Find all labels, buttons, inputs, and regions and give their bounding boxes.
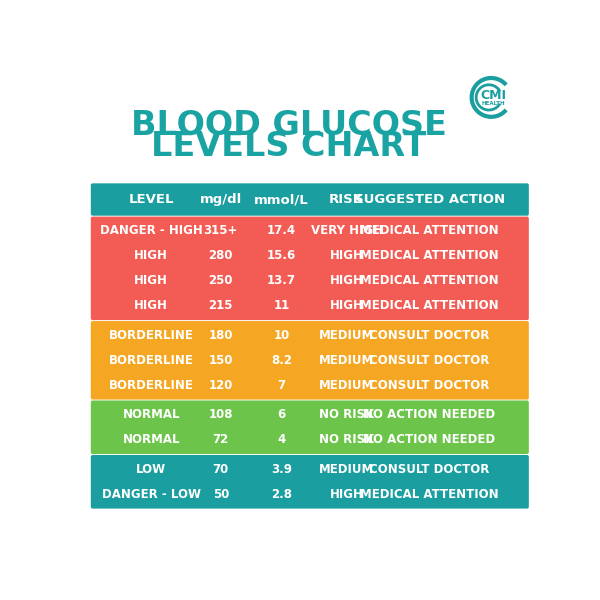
Text: 10: 10: [274, 329, 290, 342]
Text: 13.7: 13.7: [267, 274, 296, 287]
Text: mg/dl: mg/dl: [200, 193, 242, 206]
Text: NO RISK: NO RISK: [319, 433, 374, 446]
Text: BORDERLINE: BORDERLINE: [109, 329, 194, 342]
Text: BORDERLINE: BORDERLINE: [109, 354, 194, 367]
Text: 180: 180: [209, 329, 233, 342]
Text: MEDICAL ATTENTION: MEDICAL ATTENTION: [360, 224, 499, 238]
Text: HIGH: HIGH: [134, 299, 168, 312]
Text: 315+: 315+: [203, 224, 238, 238]
FancyBboxPatch shape: [91, 217, 529, 320]
Text: LOW: LOW: [136, 463, 166, 476]
Text: MEDICAL ATTENTION: MEDICAL ATTENTION: [360, 250, 499, 262]
Text: 6: 6: [277, 409, 286, 421]
Text: NO ACTION NEEDED: NO ACTION NEEDED: [363, 433, 496, 446]
Text: NORMAL: NORMAL: [122, 433, 180, 446]
Text: 3.9: 3.9: [271, 463, 292, 476]
Text: VERY HIGH: VERY HIGH: [311, 224, 383, 238]
Text: CONSULT DOCTOR: CONSULT DOCTOR: [369, 463, 490, 476]
Text: 50: 50: [212, 488, 229, 501]
Text: HIGH: HIGH: [134, 250, 168, 262]
Text: MEDIUM: MEDIUM: [319, 329, 374, 342]
Text: 72: 72: [212, 433, 229, 446]
Text: 2.8: 2.8: [271, 488, 292, 501]
Text: 17.4: 17.4: [267, 224, 296, 238]
Text: 215: 215: [209, 299, 233, 312]
FancyBboxPatch shape: [91, 184, 529, 215]
FancyBboxPatch shape: [91, 455, 529, 509]
Text: HIGH: HIGH: [330, 299, 364, 312]
Text: BORDERLINE: BORDERLINE: [109, 379, 194, 392]
Text: HEALTH: HEALTH: [482, 101, 505, 106]
Text: DANGER - LOW: DANGER - LOW: [102, 488, 201, 501]
Text: LEVELS CHART: LEVELS CHART: [151, 130, 427, 163]
FancyBboxPatch shape: [91, 400, 529, 454]
Text: NO RISK: NO RISK: [319, 409, 374, 421]
Text: 280: 280: [209, 250, 233, 262]
Text: MEDIUM: MEDIUM: [319, 379, 374, 392]
Text: CMI: CMI: [481, 89, 506, 102]
Text: HIGH: HIGH: [330, 274, 364, 287]
Text: CONSULT DOCTOR: CONSULT DOCTOR: [369, 354, 490, 367]
Text: 250: 250: [209, 274, 233, 287]
Text: HIGH: HIGH: [330, 250, 364, 262]
Text: 11: 11: [274, 299, 290, 312]
Text: SUGGESTED ACTION: SUGGESTED ACTION: [353, 193, 505, 206]
Text: 8.2: 8.2: [271, 354, 292, 367]
Text: CONSULT DOCTOR: CONSULT DOCTOR: [369, 329, 490, 342]
Text: 4: 4: [277, 433, 286, 446]
Text: HIGH: HIGH: [330, 488, 364, 501]
Text: 108: 108: [209, 409, 233, 421]
FancyBboxPatch shape: [91, 321, 529, 400]
Text: RISK: RISK: [329, 193, 364, 206]
Text: HIGH: HIGH: [134, 274, 168, 287]
Text: 15.6: 15.6: [267, 250, 296, 262]
Text: BLOOD GLUCOSE: BLOOD GLUCOSE: [131, 109, 447, 142]
Text: NORMAL: NORMAL: [122, 409, 180, 421]
Text: CONSULT DOCTOR: CONSULT DOCTOR: [369, 379, 490, 392]
Text: 150: 150: [209, 354, 233, 367]
Text: MEDICAL ATTENTION: MEDICAL ATTENTION: [360, 299, 499, 312]
Text: 70: 70: [212, 463, 229, 476]
Text: MEDICAL ATTENTION: MEDICAL ATTENTION: [360, 274, 499, 287]
Text: NO ACTION NEEDED: NO ACTION NEEDED: [363, 409, 496, 421]
Text: mmol/L: mmol/L: [254, 193, 309, 206]
Text: MEDIUM: MEDIUM: [319, 354, 374, 367]
Text: MEDICAL ATTENTION: MEDICAL ATTENTION: [360, 488, 499, 501]
Text: DANGER - HIGH: DANGER - HIGH: [100, 224, 203, 238]
Text: LEVEL: LEVEL: [128, 193, 174, 206]
Text: MEDIUM: MEDIUM: [319, 463, 374, 476]
Text: 7: 7: [278, 379, 286, 392]
Text: 120: 120: [209, 379, 233, 392]
